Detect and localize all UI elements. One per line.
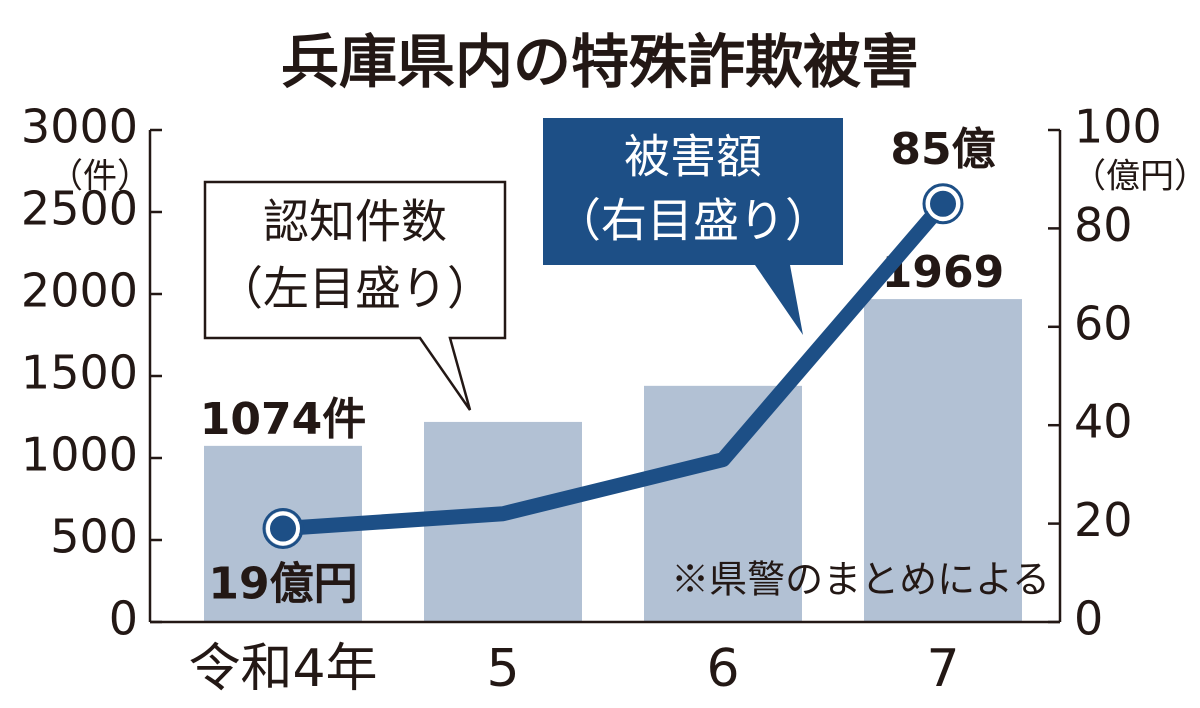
- x-tick-label: 7: [926, 639, 959, 699]
- y2-tick-label: 80: [1074, 198, 1133, 252]
- y-axis-label: （件）: [49, 157, 151, 197]
- line-marker-ring: [922, 183, 964, 225]
- y-tick-label: 2000: [21, 264, 138, 318]
- y2-tick-label: 0: [1074, 592, 1103, 646]
- x-tick-label: 6: [706, 639, 739, 699]
- line-value-label: 19億円: [208, 559, 357, 610]
- bar-callout: [203, 180, 507, 411]
- line-series-note: （右目盛り）: [555, 194, 831, 248]
- note: ※県警のまとめによる: [671, 558, 1050, 602]
- y-tick-label: 1500: [21, 346, 138, 400]
- bar: [644, 385, 802, 622]
- y-tick-label: 3000: [21, 100, 138, 154]
- line-marker: [926, 186, 960, 221]
- bar-value-label: 1074件: [200, 394, 366, 445]
- chart-title: 兵庫県内の特殊詐欺被害: [281, 28, 919, 96]
- line-value-label: 85億: [890, 124, 995, 175]
- line-marker-ring: [262, 508, 304, 550]
- line: [282, 198, 949, 537]
- x-tick-label: 5: [486, 639, 519, 699]
- line-callout: [543, 118, 843, 335]
- bar: [864, 299, 1022, 622]
- y2-tick-label: 20: [1074, 493, 1133, 547]
- y2-tick-label: 100: [1074, 100, 1162, 154]
- line-series-name: 被害額: [624, 130, 762, 184]
- line-marker: [266, 511, 300, 546]
- bar-series-note: （左目盛り）: [217, 262, 493, 316]
- y2-tick-label: 40: [1074, 395, 1133, 449]
- y-tick-label: 0: [109, 592, 138, 646]
- y-tick-label: 500: [50, 510, 138, 564]
- y-tick-label: 1000: [21, 428, 138, 482]
- y2-axis-label: （億円）: [1072, 157, 1200, 197]
- x-tick-label: 令和4年: [188, 639, 377, 699]
- y-tick-label: 2500: [21, 182, 138, 236]
- y2-tick-label: 60: [1074, 296, 1133, 350]
- bar-series-name: 認知件数: [263, 195, 447, 249]
